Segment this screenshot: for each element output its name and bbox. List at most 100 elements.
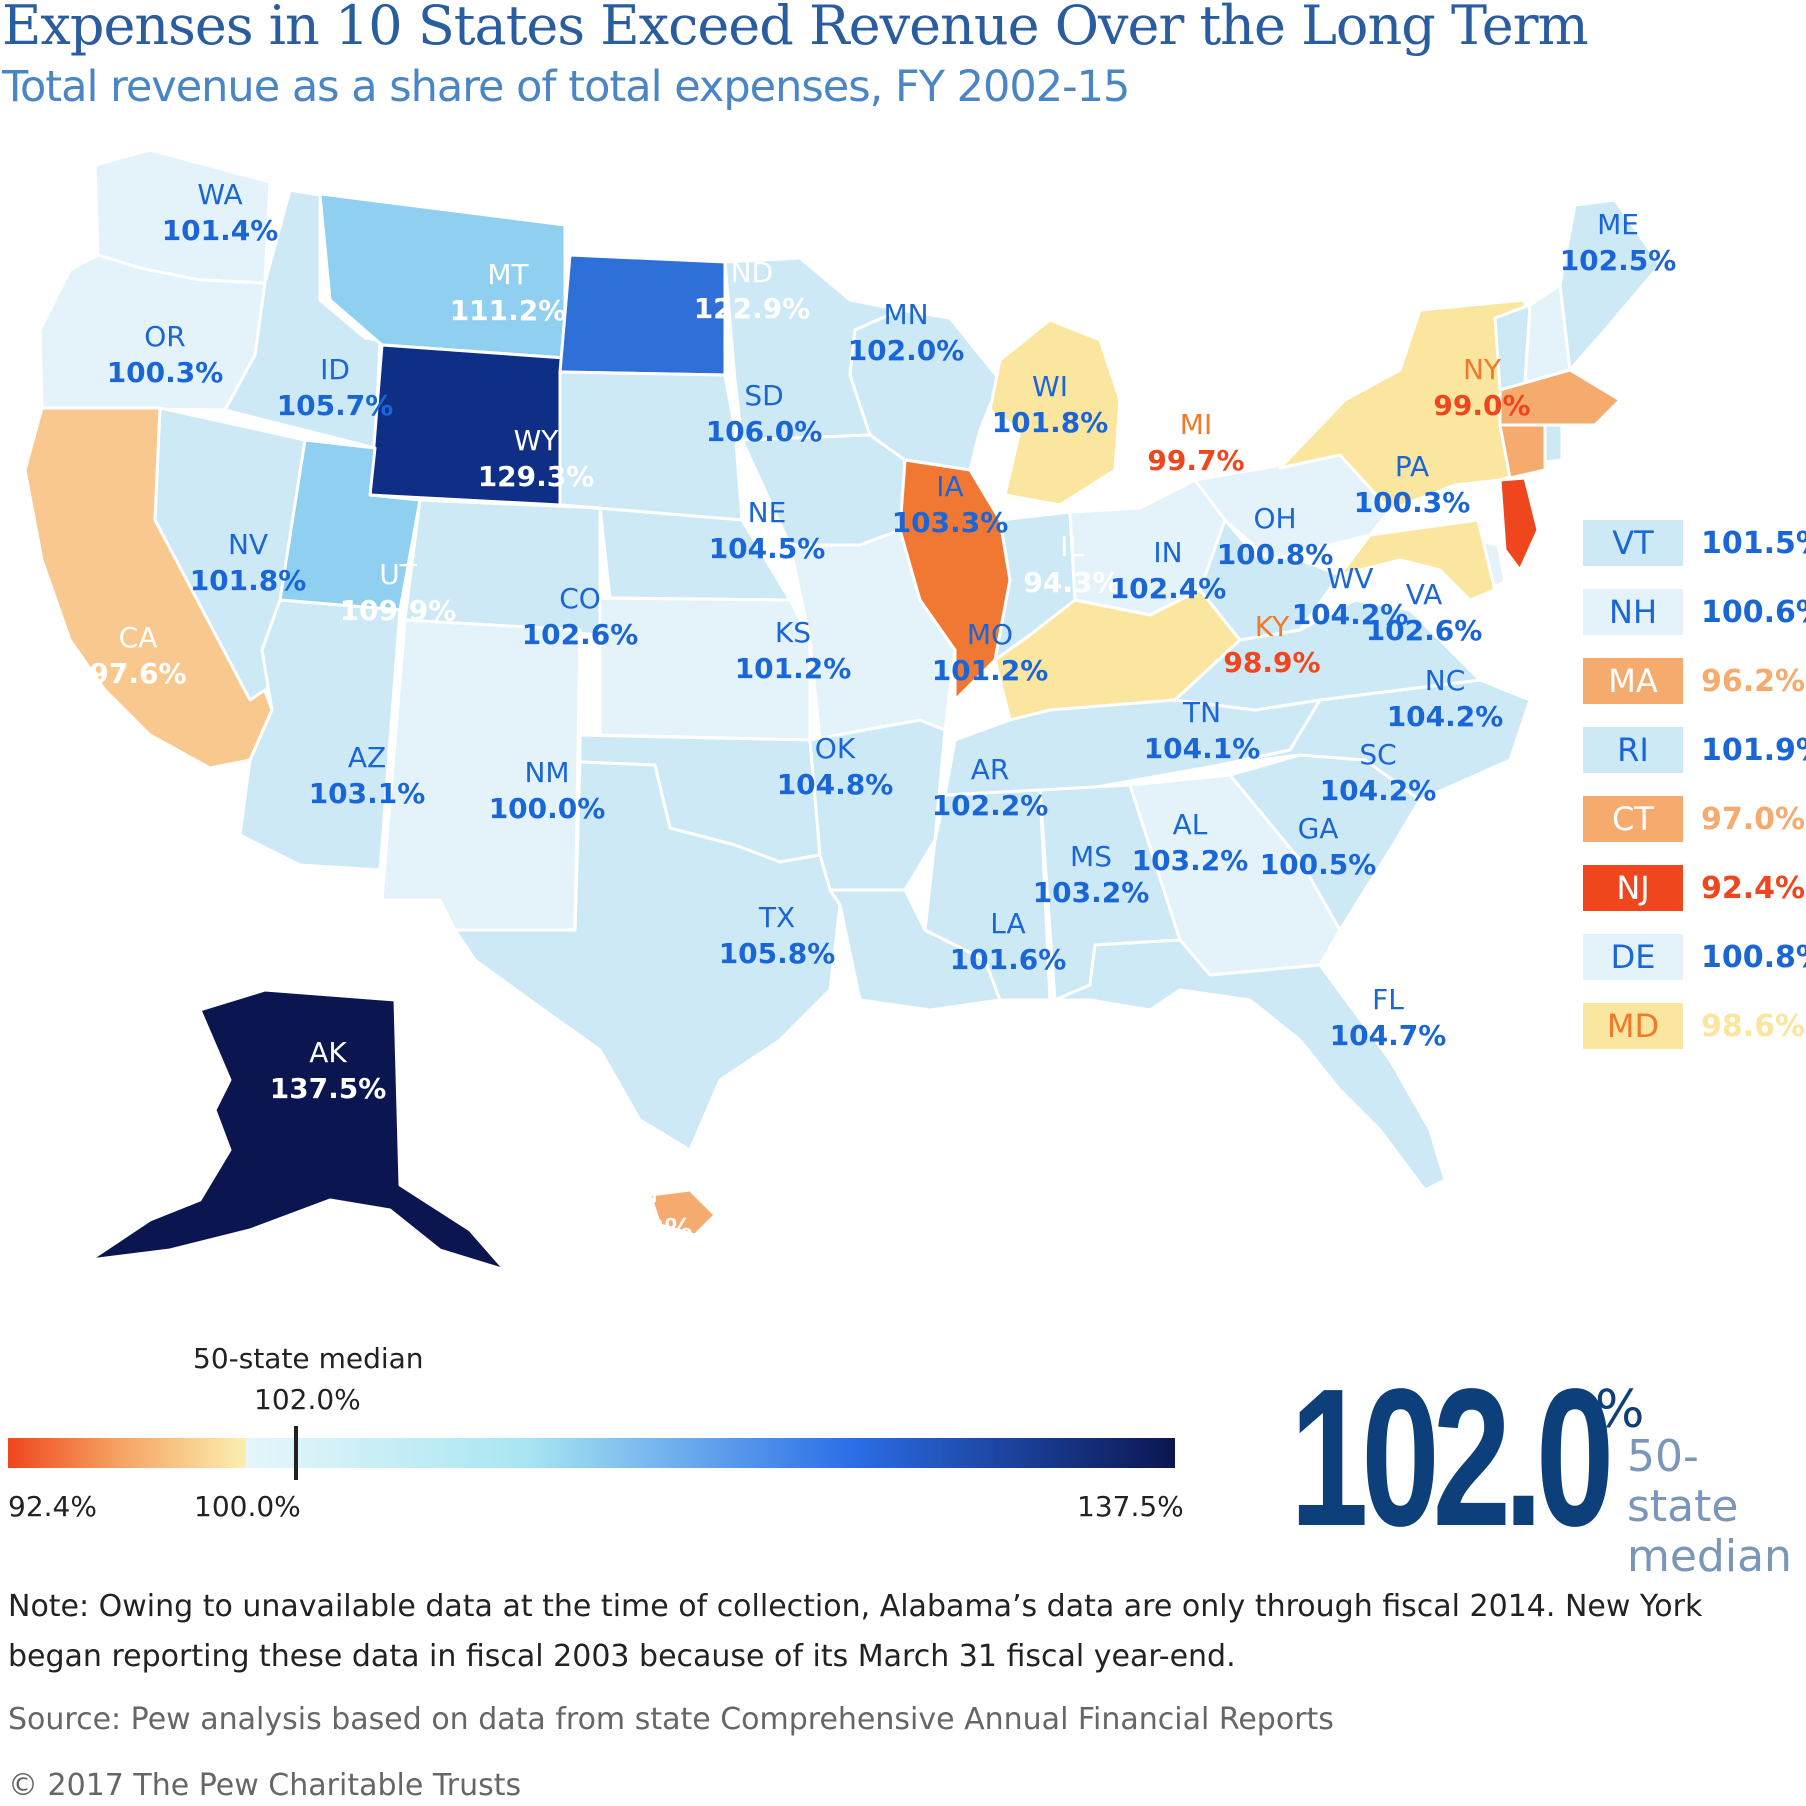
state-abbr-sc: SC: [1359, 738, 1396, 771]
scale-bar-below-100: [8, 1438, 246, 1468]
state-shape-va: [1173, 598, 1482, 712]
state-value-id: 105.7%: [277, 389, 394, 422]
state-abbr-oh: OH: [1253, 502, 1296, 535]
state-abbr-ks: KS: [775, 616, 811, 649]
state-abbr-ia: IA: [936, 470, 963, 503]
scale-median-value: 102.0%: [254, 1383, 361, 1416]
state-shapes: [23, 148, 1662, 1272]
state-abbr-tx: TX: [758, 901, 795, 934]
legend-state-ct: CT: [1583, 796, 1683, 842]
state-abbr-wi: WI: [1032, 370, 1068, 403]
legend-row-md: MD 98.6%: [1583, 1003, 1806, 1051]
state-abbr-mt: MT: [487, 258, 529, 291]
state-value-tx: 105.8%: [719, 937, 836, 970]
state-shape-hi: [648, 1188, 717, 1237]
state-shape-nj: [1498, 476, 1540, 572]
state-value-nc: 104.2%: [1387, 700, 1504, 733]
legend-state-ri: RI: [1583, 727, 1683, 773]
state-value-oh: 100.8%: [1217, 538, 1334, 571]
state-value-sd: 106.0%: [706, 415, 823, 448]
state-shape-nc: [1218, 678, 1532, 802]
state-abbr-pa: PA: [1395, 450, 1429, 483]
state-shape-sd: [558, 370, 744, 522]
state-shape-ks: [598, 596, 812, 742]
state-value-ny: 99.0%: [1433, 389, 1530, 422]
state-abbr-mn: MN: [883, 298, 928, 331]
state-value-ar: 102.2%: [932, 789, 1049, 822]
state-shape-ar: [808, 718, 947, 892]
legend-value-nj: 92.4%: [1701, 871, 1806, 906]
state-value-ca: 97.6%: [89, 657, 186, 690]
state-abbr-ny: NY: [1463, 353, 1502, 386]
state-value-il: 94.3%: [1023, 566, 1120, 599]
legend-row-nj: NJ 92.4%: [1583, 865, 1806, 913]
state-abbr-nd: ND: [731, 256, 774, 289]
state-abbr-fl: FL: [1372, 983, 1404, 1016]
state-shape-tx: [453, 760, 842, 1152]
scale-break-label: 100.0%: [194, 1490, 301, 1523]
state-abbr-il: IL: [1060, 530, 1084, 563]
state-shape-ny: [1278, 298, 1532, 512]
state-labels: WA101.4%OR100.3%CA97.6%NV101.8%ID105.7%M…: [89, 178, 1676, 1245]
legend-value-de: 100.8%: [1701, 940, 1806, 975]
state-shape-md: [1338, 518, 1497, 602]
state-abbr-me: ME: [1597, 208, 1639, 241]
scale-min-label: 92.4%: [8, 1490, 97, 1523]
state-value-fl: 104.7%: [1330, 1019, 1447, 1052]
state-abbr-wy: WY: [514, 424, 560, 457]
legend-row-de: DE 100.8%: [1583, 934, 1806, 982]
us-state-map: WA101.4%OR100.3%CA97.6%NV101.8%ID105.7%M…: [23, 148, 1676, 1272]
legend-value-ct: 97.0%: [1701, 802, 1806, 837]
state-value-mn: 102.0%: [848, 334, 965, 367]
state-value-sc: 104.2%: [1320, 774, 1437, 807]
state-value-ak: 137.5%: [270, 1072, 387, 1105]
state-abbr-mi: MI: [1180, 408, 1212, 441]
state-value-hi: 96.2%: [595, 1212, 692, 1245]
state-abbr-la: LA: [990, 907, 1025, 940]
scale-median-label: 50-state median: [193, 1342, 424, 1375]
median-callout-number: 102.0: [1290, 1348, 1614, 1567]
state-value-nd: 122.9%: [694, 292, 811, 325]
state-abbr-tn: TN: [1182, 696, 1221, 729]
state-shape-ak: [88, 988, 507, 1272]
state-value-ms: 103.2%: [1033, 876, 1150, 909]
legend-state-de: DE: [1583, 934, 1683, 980]
state-value-ky: 98.9%: [1223, 646, 1320, 679]
median-callout-percent: %: [1595, 1380, 1645, 1440]
legend-value-ri: 101.9%: [1701, 733, 1806, 768]
state-value-ne: 104.5%: [709, 532, 826, 565]
state-abbr-va: VA: [1406, 578, 1443, 611]
state-abbr-ga: GA: [1298, 812, 1339, 845]
state-value-mt: 111.2%: [450, 294, 567, 327]
state-abbr-in: IN: [1153, 536, 1182, 569]
state-shape-wi: [848, 308, 1002, 472]
state-abbr-ok: OK: [815, 732, 856, 765]
source-line: Source: Pew analysis based on data from …: [8, 1702, 1334, 1737]
legend-row-ct: CT 97.0%: [1583, 796, 1806, 844]
legend-state-nh: NH: [1583, 589, 1683, 635]
state-abbr-nv: NV: [228, 528, 268, 561]
state-value-ok: 104.8%: [777, 768, 894, 801]
state-abbr-wv: WV: [1327, 562, 1374, 595]
state-abbr-ar: AR: [971, 753, 1010, 786]
state-abbr-ky: KY: [1255, 610, 1290, 643]
scale-max-label: 137.5%: [1077, 1490, 1184, 1523]
state-shape-il: [898, 458, 1012, 702]
state-value-mo: 101.2%: [932, 654, 1049, 687]
legend-value-vt: 101.5%: [1701, 526, 1806, 561]
state-abbr-ut: UT: [379, 558, 417, 591]
state-shape-az: [238, 598, 402, 872]
state-shape-mi: [988, 318, 1122, 507]
state-value-la: 101.6%: [950, 943, 1067, 976]
state-abbr-wa: WA: [197, 178, 242, 211]
state-abbr-sd: SD: [744, 379, 783, 412]
page-subtitle: Total revenue as a share of total expens…: [2, 62, 1130, 112]
state-abbr-ca: CA: [119, 621, 158, 654]
state-shape-ma: [1498, 368, 1622, 427]
state-value-me: 102.5%: [1560, 244, 1677, 277]
state-value-mi: 99.7%: [1147, 444, 1244, 477]
state-abbr-or: OR: [144, 320, 186, 353]
state-value-nv: 101.8%: [190, 564, 307, 597]
legend-row-vt: VT 101.5%: [1583, 520, 1806, 568]
legend-row-nh: NH 100.6%: [1583, 589, 1806, 637]
